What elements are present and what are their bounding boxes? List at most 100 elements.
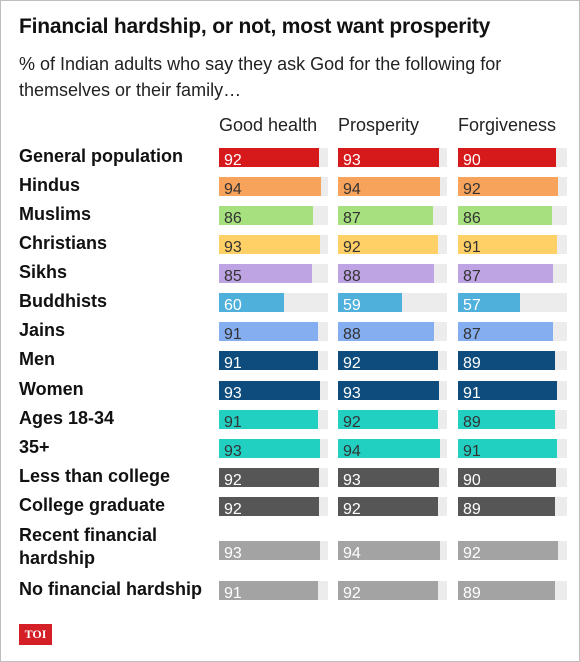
bar-value-label: 86 (463, 210, 481, 227)
row-label: Muslims (19, 204, 92, 224)
bar (219, 439, 321, 458)
bar-track: 91 (219, 410, 328, 431)
bar (458, 541, 559, 560)
bar (338, 581, 439, 600)
bar-track: 92 (458, 177, 567, 198)
bar (338, 322, 434, 341)
bar-track: 93 (338, 148, 447, 169)
bar-value-label: 93 (224, 545, 242, 562)
bar (219, 497, 320, 516)
bar-track: 91 (219, 581, 328, 602)
bar-track: 91 (458, 235, 567, 256)
bar (219, 264, 312, 283)
bar-track: 89 (458, 410, 567, 431)
bar-value-label: 86 (224, 210, 242, 227)
bar-track: 91 (219, 351, 328, 372)
bar-value-label: 87 (343, 210, 361, 227)
bar (219, 235, 321, 254)
bar (219, 322, 319, 341)
bar-value-label: 93 (343, 152, 361, 169)
bar-value-label: 93 (224, 239, 242, 256)
bar-track: 91 (458, 381, 567, 402)
bar-value-label: 87 (463, 326, 481, 343)
bar (458, 351, 555, 370)
bar-track: 93 (219, 235, 328, 256)
bar (219, 410, 319, 429)
bar (338, 206, 433, 225)
column-header-prosperity: Prosperity (338, 115, 420, 135)
bar (458, 439, 558, 458)
bar-track: 91 (219, 322, 328, 343)
bar-track: 92 (338, 410, 447, 431)
bar-value-label: 92 (343, 414, 361, 431)
column-header-forgiveness: Forgiveness (458, 115, 557, 135)
bar-track: 89 (458, 581, 567, 602)
bar-value-label: 89 (463, 414, 481, 431)
bar-value-label: 91 (224, 585, 242, 602)
bar (458, 148, 557, 167)
bar (338, 264, 434, 283)
bar-track: 94 (338, 177, 447, 198)
row-label: Men (19, 349, 55, 369)
row-label: Jains (19, 320, 66, 340)
chart-title: Financial hardship, or not, most want pr… (19, 15, 491, 38)
bar-value-label: 88 (343, 268, 361, 285)
bar-value-label: 91 (224, 355, 242, 372)
row-label: General population (19, 146, 184, 166)
bar (338, 235, 439, 254)
bar (338, 497, 439, 516)
bar-value-label: 92 (463, 181, 481, 198)
bar (338, 541, 441, 560)
bar-track: 60 (219, 293, 328, 314)
bar-track: 94 (338, 541, 447, 562)
bar-value-label: 94 (343, 545, 361, 562)
bar (458, 468, 557, 487)
row-label: No financial hardship (19, 579, 203, 599)
bar-track: 87 (458, 322, 567, 343)
bar (338, 468, 440, 487)
bar-value-label: 89 (463, 501, 481, 518)
bar-value-label: 91 (463, 239, 481, 256)
bar-track: 92 (458, 541, 567, 562)
bar-track: 93 (219, 541, 328, 562)
bar-value-label: 85 (224, 268, 242, 285)
bar-value-label: 93 (343, 472, 361, 489)
bar-value-label: 91 (224, 326, 242, 343)
bar (458, 381, 558, 400)
bar-value-label: 93 (343, 385, 361, 402)
bar-track: 92 (338, 351, 447, 372)
column-header-good-health: Good health (219, 115, 318, 135)
toi-logo: TOI (19, 624, 52, 645)
row-label: Less than college (19, 466, 171, 486)
bar-value-label: 59 (343, 297, 361, 314)
bar (458, 497, 555, 516)
bar-value-label: 92 (224, 472, 242, 489)
bar-value-label: 88 (343, 326, 361, 343)
bar-track: 86 (219, 206, 328, 227)
bar (219, 541, 321, 560)
bar-value-label: 92 (343, 239, 361, 256)
bar-value-label: 94 (343, 443, 361, 460)
bar-track: 93 (338, 381, 447, 402)
bar (219, 177, 322, 196)
bar-value-label: 87 (463, 268, 481, 285)
bar-track: 92 (338, 235, 447, 256)
row-label: Women (19, 379, 84, 399)
bar-value-label: 94 (224, 181, 242, 198)
bar (338, 439, 441, 458)
bar-value-label: 92 (343, 355, 361, 372)
bar (219, 581, 319, 600)
bar-value-label: 89 (463, 355, 481, 372)
row-label: Christians (19, 233, 108, 253)
row-label: Buddhists (19, 291, 107, 311)
bar (458, 410, 555, 429)
bar (338, 293, 403, 312)
bar-track: 92 (338, 497, 447, 518)
bar (219, 351, 319, 370)
bar-track: 88 (338, 264, 447, 285)
chart-subtitle: % of Indian adults who say they ask God … (19, 54, 502, 100)
bar-track: 86 (458, 206, 567, 227)
bar-value-label: 90 (463, 152, 481, 169)
bar (338, 148, 440, 167)
